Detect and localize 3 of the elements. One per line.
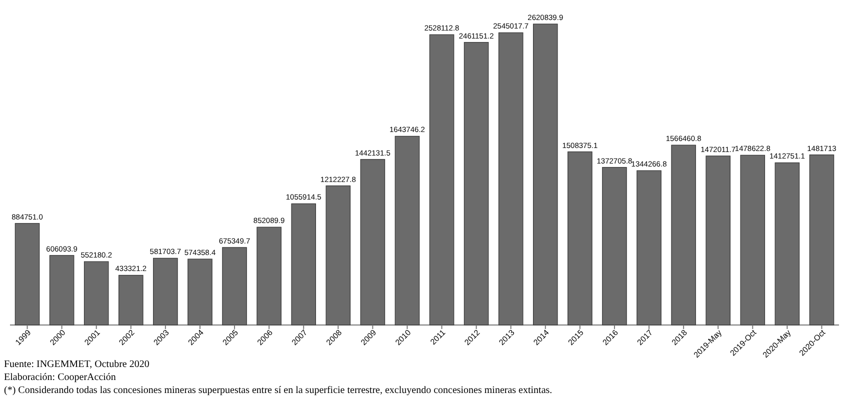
text: (*) Considerando todas las concesiones mineras superpuestas entre sí en la superficie terrestre, excluyendo concesiones mineras extintas. (4, 385, 552, 396)
text: Elaboración: CooperAcción (4, 372, 116, 383)
source-note: Fuente: INGEMMET, Octubre 2020 (4, 359, 150, 370)
